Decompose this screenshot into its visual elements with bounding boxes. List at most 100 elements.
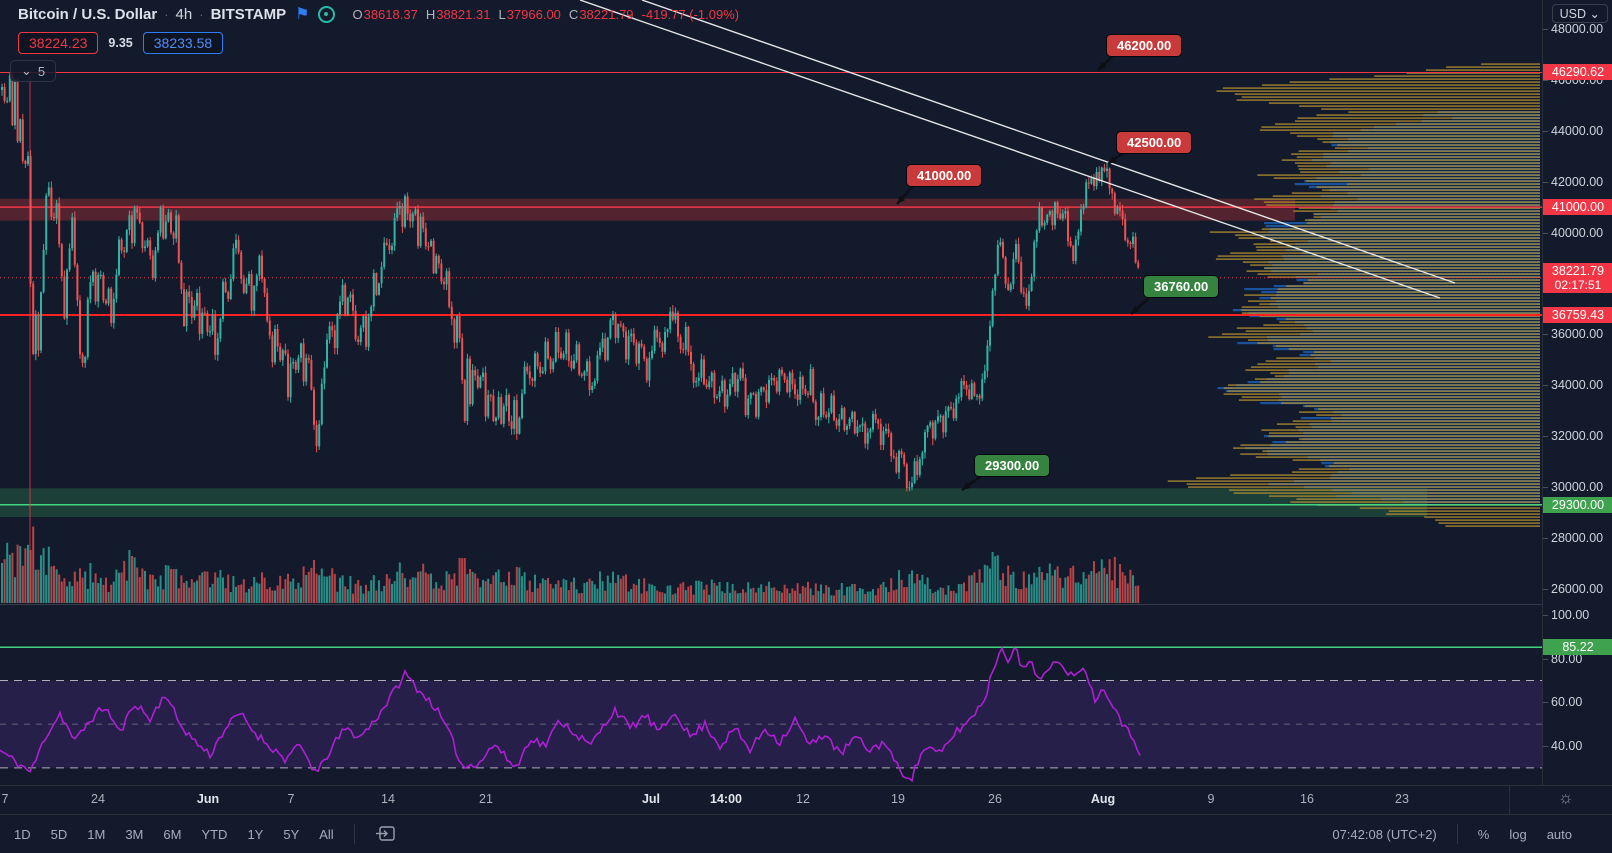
candle-body	[131, 215, 133, 244]
volume-profile-gold-row	[1313, 216, 1540, 218]
clock[interactable]: 07:42:08 (UTC+2)	[1332, 826, 1437, 842]
chart-svg[interactable]	[0, 0, 1542, 785]
candle-body	[211, 315, 214, 332]
volume-bar	[783, 584, 786, 603]
log-scale-button[interactable]: log	[1509, 826, 1527, 842]
candle-body	[242, 278, 245, 293]
volume-bar	[716, 585, 718, 603]
candle-body	[1116, 207, 1119, 214]
volume-bar	[58, 574, 61, 603]
axis-corner-divider	[1509, 786, 1510, 815]
price-alert-label[interactable]: 29300.00	[975, 455, 1050, 476]
go-to-date-icon[interactable]	[375, 825, 397, 843]
auto-scale-button[interactable]: auto	[1546, 826, 1572, 842]
volume-bar	[944, 594, 947, 603]
volume-profile-gold-row	[1268, 435, 1540, 437]
axis-settings-icon[interactable]: ☼	[1558, 788, 1574, 807]
candle-body	[658, 337, 661, 344]
price-alert-label[interactable]: 42500.00	[1117, 132, 1192, 153]
price-alert-label[interactable]: 41000.00	[907, 165, 982, 186]
range-button-1d[interactable]: 1D	[14, 826, 31, 842]
volume-profile-gold-row	[1274, 375, 1540, 377]
volume-bar	[123, 560, 126, 603]
candle-body	[154, 250, 157, 279]
volume-bar	[258, 583, 261, 603]
pane-resize-handle[interactable]	[0, 604, 1612, 605]
volume-bar	[359, 585, 362, 603]
candle-body	[934, 421, 937, 439]
volume-bar	[310, 567, 313, 603]
chart-canvas[interactable]: Bitcoin / U.S. Dollar · 4h · BITSTAMP ⚑ …	[0, 0, 1542, 785]
candle-body	[648, 357, 651, 381]
volume-bar	[305, 575, 308, 603]
volume-bar	[1126, 583, 1129, 603]
range-button-1y[interactable]: 1Y	[247, 826, 264, 842]
price-alert-label[interactable]: 46200.00	[1107, 35, 1182, 56]
range-button-6m[interactable]: 6M	[163, 826, 182, 842]
volume-bar	[274, 590, 276, 603]
volume-bar	[853, 583, 856, 603]
candle-body	[921, 452, 924, 460]
flag-icon[interactable]: ⚑	[295, 5, 310, 23]
candle-body	[924, 432, 926, 453]
candle-body	[1074, 239, 1077, 261]
volume-profile-gold-row	[1285, 441, 1540, 443]
time-axis[interactable]: ☼ 7 24 Jun 7 14 21 Jul 14:00 12 19 26 Aug 9 16 23	[0, 785, 1612, 815]
volume-profile-gold-row	[1257, 273, 1540, 275]
currency-dropdown[interactable]: USD ⌄	[1551, 4, 1608, 23]
price-alert-label[interactable]: 36760.00	[1144, 276, 1219, 297]
volume-bar	[1046, 573, 1049, 603]
price-zone[interactable]	[0, 198, 1295, 221]
price-zone[interactable]	[0, 488, 1427, 518]
candle-body	[482, 372, 484, 377]
volume-profile-gold-row	[1275, 123, 1540, 125]
candle-body	[474, 370, 477, 376]
volume-bar	[333, 573, 336, 603]
range-button-all[interactable]: All	[319, 826, 334, 842]
candle-body	[297, 357, 300, 370]
volume-bar	[963, 582, 965, 603]
range-button-3m[interactable]: 3M	[125, 826, 144, 842]
candle-body	[261, 255, 263, 279]
volume-profile-gold-row	[1388, 510, 1540, 512]
volume-bar	[851, 584, 854, 603]
candle-body	[957, 397, 960, 399]
candle-body	[981, 379, 984, 399]
symbol-title[interactable]: Bitcoin / U.S. Dollar	[18, 6, 158, 23]
candle-body	[567, 332, 570, 361]
exchange-label[interactable]: BITSTAMP	[210, 6, 287, 23]
candle-body	[279, 346, 282, 361]
candle-body	[214, 315, 217, 355]
price-axis[interactable]: USD ⌄ 48000.0046000.0044000.0042000.0040…	[1542, 0, 1612, 785]
volume-bar	[331, 568, 334, 603]
volume-bar	[1022, 571, 1025, 603]
price-tick-label: 40.00	[1542, 738, 1583, 753]
range-button-5y[interactable]: 5Y	[283, 826, 300, 842]
trendline[interactable]	[579, 0, 1441, 299]
range-button-ytd[interactable]: YTD	[201, 826, 228, 842]
candle-body	[435, 255, 438, 274]
volume-bar	[968, 575, 971, 603]
volume-bar	[60, 581, 63, 603]
volume-bar	[456, 585, 458, 603]
change-value: -419.77 (-1.09%)	[641, 7, 740, 22]
range-button-5d[interactable]: 5D	[50, 826, 68, 842]
rsi-line[interactable]	[0, 646, 1141, 783]
candle-body	[440, 263, 443, 282]
range-button-1m[interactable]: 1M	[87, 826, 106, 842]
volume-bar	[718, 581, 721, 603]
volume-bar	[339, 577, 341, 603]
buy-button[interactable]: 38233.58	[142, 32, 224, 54]
volume-bar	[50, 566, 53, 603]
volume-profile-gold-row	[1438, 522, 1540, 524]
trendline[interactable]	[641, 0, 1456, 284]
indicators-collapse-pill[interactable]: ⌄ 5	[10, 60, 57, 82]
volume-bar	[1025, 587, 1028, 603]
volume-bar	[924, 584, 926, 603]
sell-button[interactable]: 38224.23	[18, 32, 99, 54]
volume-bar	[565, 579, 568, 603]
volume-bar	[146, 589, 149, 603]
timeframe-label[interactable]: 4h	[175, 6, 193, 23]
percent-scale-button[interactable]: %	[1477, 826, 1490, 842]
volume-profile-gold-row	[1291, 192, 1540, 194]
